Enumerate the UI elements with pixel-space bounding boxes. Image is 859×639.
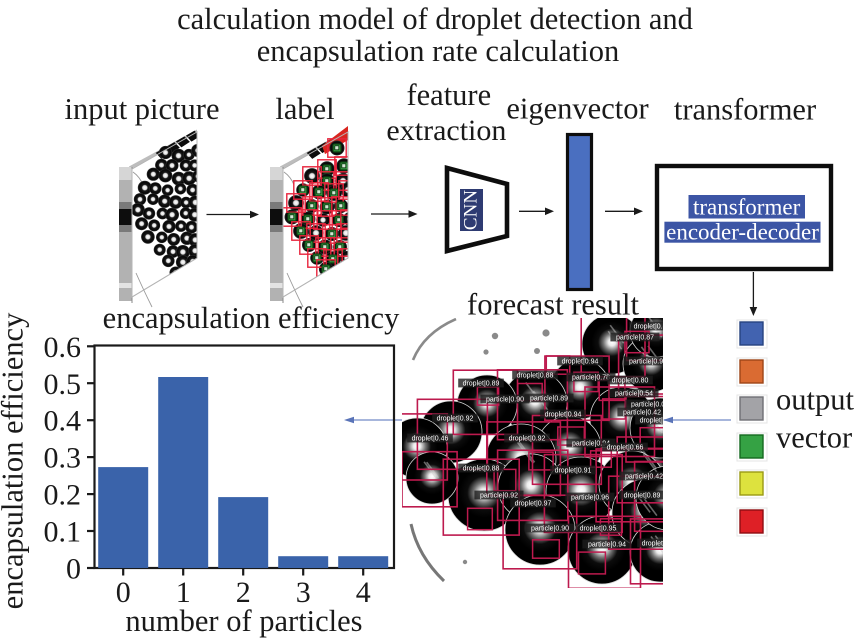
svg-text:2: 2 [236, 576, 251, 609]
svg-text:4: 4 [356, 576, 371, 609]
svg-text:particle|0.92: particle|0.92 [480, 493, 518, 500]
svg-text:0.6: 0.6 [44, 331, 82, 364]
svg-text:particle|0.90: particle|0.90 [531, 526, 569, 533]
svg-text:particle|0.96: particle|0.96 [571, 495, 609, 502]
svg-text:label: label [275, 92, 334, 126]
svg-text:droplet|0.66: droplet|0.66 [607, 445, 644, 452]
svg-text:droplet|0.97: droplet|0.97 [515, 501, 552, 508]
svg-text:droplet|0.94: droplet|0.94 [562, 359, 599, 366]
svg-text:encapsulation rate calculation: encapsulation rate calculation [257, 34, 619, 68]
svg-text:transformer: transformer [674, 93, 816, 127]
svg-text:droplet|0.92: droplet|0.92 [437, 416, 474, 423]
svg-text:particle|0.42: particle|0.42 [623, 410, 661, 417]
svg-text:droplet|0.46: droplet|0.46 [412, 436, 449, 443]
svg-text:particle|0.89: particle|0.89 [530, 396, 568, 403]
svg-text:droplet|0.89: droplet|0.89 [463, 381, 500, 388]
svg-text:vector: vector [776, 421, 852, 455]
svg-text:particle|0.54: particle|0.54 [615, 391, 653, 398]
svg-text:1: 1 [176, 576, 191, 609]
svg-text:droplet|0.88: droplet|0.88 [463, 466, 500, 473]
svg-text:0.4: 0.4 [44, 405, 82, 438]
svg-text:droplet|0.87: droplet|0.87 [634, 324, 671, 331]
svg-text:0.5: 0.5 [44, 368, 82, 401]
svg-text:droplet|0.80: droplet|0.80 [612, 378, 649, 385]
svg-text:forecast result: forecast result [467, 288, 639, 322]
svg-text:encoder-decoder: encoder-decoder [666, 220, 819, 245]
svg-text:particle|0.42: particle|0.42 [625, 474, 663, 481]
svg-text:feature: feature [406, 78, 491, 112]
svg-text:eigenvector: eigenvector [506, 92, 648, 126]
svg-text:droplet|0.34: droplet|0.34 [640, 418, 677, 425]
svg-text:0.3: 0.3 [44, 442, 82, 475]
svg-text:0.2: 0.2 [44, 479, 82, 512]
svg-text:droplet|0.94: droplet|0.94 [545, 412, 582, 419]
svg-text:input picture: input picture [64, 92, 219, 126]
svg-text:particle|0.78: particle|0.78 [572, 375, 610, 382]
svg-text:transformer: transformer [693, 195, 801, 220]
svg-text:particle|0.07: particle|0.07 [631, 402, 669, 409]
svg-text:number of particles: number of particles [125, 604, 362, 638]
svg-text:particle|0.87: particle|0.87 [616, 335, 654, 342]
svg-text:output: output [776, 383, 854, 417]
svg-text:extraction: extraction [386, 114, 506, 147]
svg-text:3: 3 [296, 576, 311, 609]
svg-text:droplet|0.88: droplet|0.88 [517, 373, 554, 380]
svg-text:particle|0.90: particle|0.90 [486, 397, 524, 404]
svg-text:encapsulation efficiency: encapsulation efficiency [103, 301, 400, 335]
svg-text:CNN: CNN [461, 190, 482, 230]
svg-text:0.1: 0.1 [44, 516, 82, 549]
svg-text:particle|0.90: particle|0.90 [629, 359, 667, 366]
svg-text:calculation model of droplet d: calculation model of droplet detection a… [177, 2, 693, 36]
svg-text:0: 0 [116, 576, 131, 609]
svg-text:encapsulation efficiency: encapsulation efficiency [0, 312, 30, 609]
svg-text:particle|0.94: particle|0.94 [572, 441, 610, 448]
svg-text:particle|0.94: particle|0.94 [588, 542, 626, 549]
svg-text:droplet|0.89: droplet|0.89 [642, 541, 679, 548]
svg-text:droplet|0.91: droplet|0.91 [555, 468, 592, 475]
svg-text:0: 0 [66, 553, 81, 586]
svg-text:droplet|0.95: droplet|0.95 [580, 526, 617, 533]
svg-text:droplet|0.92: droplet|0.92 [509, 436, 546, 443]
svg-text:droplet|0.89: droplet|0.89 [624, 493, 661, 500]
